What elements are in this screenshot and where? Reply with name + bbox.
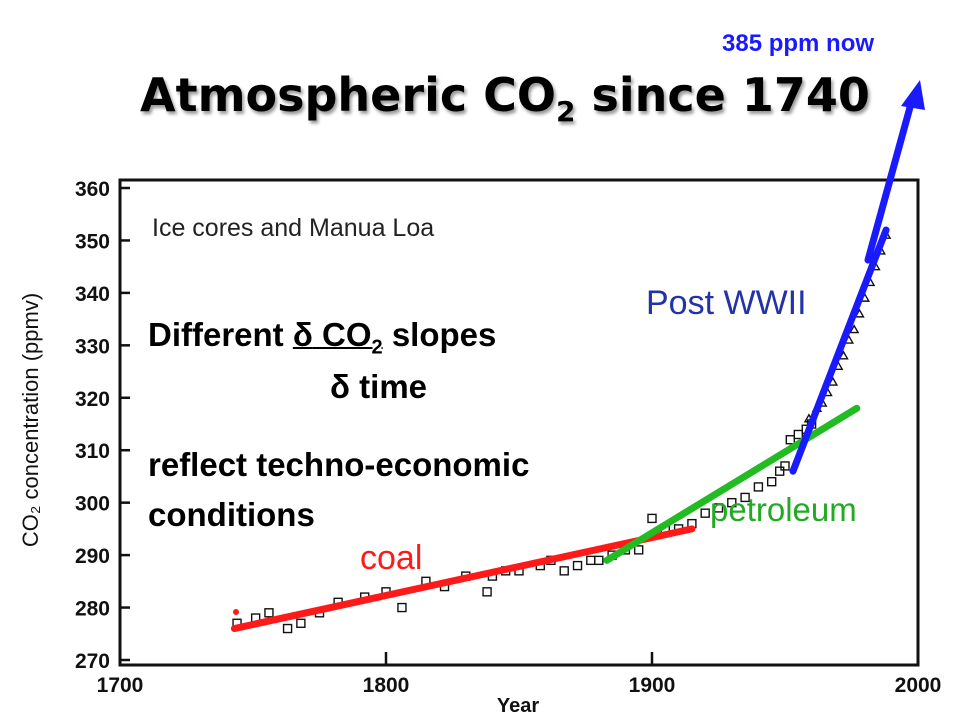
y-tick-label: 300 [75, 493, 110, 516]
data-point-square [282, 623, 293, 634]
plot-frame [118, 178, 920, 667]
arrow-shaft [864, 96, 916, 264]
data-point-square [793, 429, 803, 440]
x-tick-label: 1700 [97, 674, 144, 697]
ppm-annotation: 385 ppm now [722, 30, 875, 57]
trend-line-post-wwii [789, 226, 890, 475]
coal-start-dot [233, 609, 239, 615]
slide-title: Atmospheric CO2 since 1740 [140, 68, 870, 128]
x-tick-label: 1900 [629, 674, 676, 697]
data-point-square [572, 560, 583, 571]
y-tick-label: 270 [75, 650, 110, 673]
y-tick-label: 350 [75, 230, 110, 253]
y-axis-ticks: 270 280 290 300 310 320 330 340 350 360 [75, 178, 130, 673]
inset-title: Ice cores and Manua Loa [152, 214, 434, 242]
reflect-text-line2: conditions [148, 496, 315, 533]
data-point-square [397, 602, 407, 613]
y-tick-label: 330 [75, 335, 110, 358]
label-petroleum: petroleum [710, 491, 857, 528]
y-axis-label: CO₂ concentration (ppmv) [18, 293, 43, 547]
trend-line-petroleum [603, 404, 861, 564]
data-point-square [586, 555, 596, 566]
data-point-square [785, 435, 796, 445]
data-point-square [264, 608, 274, 618]
slope-text-line2: δ time [330, 368, 428, 405]
label-coal: coal [360, 539, 422, 577]
data-point-square [647, 513, 657, 524]
y-tick-label: 280 [75, 598, 110, 621]
x-tick-label: 1800 [363, 674, 410, 697]
reflect-text-line1: reflect techno-economic [148, 446, 530, 483]
data-point-square [767, 476, 777, 487]
data-point-square [740, 492, 750, 503]
x-axis-ticks: 1700 1800 1900 2000 [97, 652, 942, 697]
slope-text-line1: Different δ CO2 slopes [148, 316, 497, 359]
data-point-square [753, 482, 764, 492]
arrow-head [901, 80, 925, 110]
y-tick-label: 360 [75, 178, 110, 201]
label-post-wwii: Post WWII [646, 284, 807, 322]
data-point-square [482, 587, 492, 597]
data-point-square [296, 618, 306, 628]
y-tick-label: 290 [75, 545, 110, 568]
data-point-square [713, 503, 724, 513]
trend-lines [230, 226, 890, 633]
data-point-square [594, 555, 604, 566]
data-point-triangle [848, 324, 860, 334]
y-tick-label: 320 [75, 388, 110, 411]
y-tick-label: 310 [75, 440, 110, 463]
data-point-square [634, 545, 644, 555]
y-tick-label: 340 [75, 283, 110, 306]
x-tick-label: 2000 [895, 674, 942, 697]
trend-line-coal [230, 525, 696, 633]
ppm-arrow [864, 80, 925, 264]
data-point-square [774, 466, 785, 476]
data-point-triangle [838, 350, 849, 360]
data-point-square [700, 508, 710, 518]
data-point-square [727, 497, 737, 508]
data-point-square [559, 566, 569, 576]
data-point-square [780, 461, 790, 471]
x-axis-label: Year [497, 695, 539, 717]
